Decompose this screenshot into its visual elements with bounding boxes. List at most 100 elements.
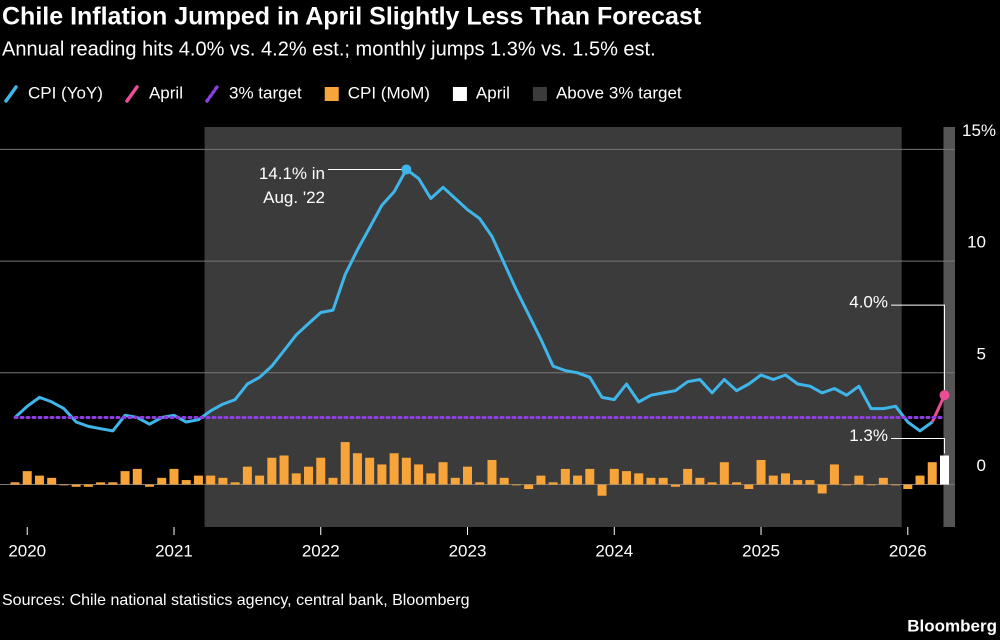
bar bbox=[842, 484, 852, 486]
bar bbox=[560, 468, 570, 485]
bar bbox=[279, 455, 289, 485]
bar bbox=[719, 462, 729, 485]
bar bbox=[793, 480, 803, 485]
bar bbox=[59, 484, 69, 486]
bar bbox=[756, 459, 766, 485]
bar bbox=[352, 453, 362, 485]
bar bbox=[71, 484, 81, 487]
legend-swatch bbox=[324, 87, 339, 101]
legend-swatch bbox=[452, 87, 467, 101]
bar bbox=[915, 475, 925, 485]
y-tick-label: 5 bbox=[977, 344, 986, 363]
bar bbox=[511, 484, 521, 486]
bar bbox=[744, 484, 754, 490]
source-note: Sources: Chile national statistics agenc… bbox=[2, 592, 470, 609]
legend-label: 3% target bbox=[229, 83, 302, 102]
bar bbox=[34, 475, 44, 485]
bar bbox=[181, 480, 191, 485]
annotation: 14.1% in bbox=[259, 164, 325, 183]
bar bbox=[805, 480, 815, 485]
x-tick-label: 2022 bbox=[302, 541, 340, 560]
x-tick-label: 2023 bbox=[449, 541, 487, 560]
plot: 0 5 10 15% 2020 2021 2022 2023 2024 2025 2026 4.0% 1… bbox=[8, 121, 996, 561]
plot-background bbox=[0, 127, 955, 527]
bar bbox=[438, 462, 448, 485]
bar bbox=[267, 457, 277, 485]
bar bbox=[450, 477, 460, 485]
bar bbox=[47, 477, 57, 485]
bar bbox=[927, 462, 937, 485]
bar bbox=[573, 475, 583, 485]
bar bbox=[487, 459, 497, 485]
bar bbox=[157, 477, 167, 485]
legend-label: Above 3% target bbox=[556, 83, 682, 102]
bar bbox=[463, 466, 473, 485]
legend-label: April bbox=[476, 83, 510, 102]
legend-swatch bbox=[205, 85, 219, 103]
bar bbox=[866, 484, 876, 486]
bar bbox=[585, 468, 595, 485]
legend-label: CPI (MoM) bbox=[348, 83, 430, 102]
bar bbox=[670, 484, 680, 487]
legend-swatch bbox=[532, 87, 547, 101]
x-tick-label: 2021 bbox=[155, 541, 193, 560]
x-tick-label: 2025 bbox=[742, 541, 780, 560]
bar bbox=[218, 477, 228, 485]
bar bbox=[891, 484, 901, 486]
bar bbox=[83, 484, 93, 487]
bar bbox=[878, 477, 888, 485]
bar bbox=[328, 477, 338, 485]
bar bbox=[340, 442, 350, 485]
label-connector bbox=[891, 304, 945, 391]
bar bbox=[475, 482, 485, 485]
bar bbox=[548, 482, 558, 485]
bar bbox=[707, 482, 717, 485]
bar bbox=[524, 484, 534, 490]
bar bbox=[389, 453, 399, 485]
x-tick-label: 2026 bbox=[889, 541, 927, 560]
latest-band bbox=[943, 127, 955, 527]
bar bbox=[304, 466, 314, 485]
x-tick-label: 2024 bbox=[595, 541, 633, 560]
bar bbox=[683, 468, 693, 485]
bar bbox=[242, 466, 252, 485]
bar bbox=[108, 482, 118, 485]
legend-swatch bbox=[4, 85, 18, 103]
bar bbox=[230, 482, 240, 485]
bar bbox=[193, 475, 203, 485]
label-connector bbox=[891, 437, 945, 454]
bar bbox=[634, 473, 644, 485]
bar bbox=[316, 457, 326, 485]
bar bbox=[426, 473, 436, 485]
x-tick-label: 2020 bbox=[8, 541, 46, 560]
y-tick-label: 0 bbox=[977, 456, 986, 475]
brand: Bloomberg bbox=[907, 616, 997, 635]
bar bbox=[169, 468, 179, 485]
bar bbox=[536, 475, 546, 485]
legend: CPI (YoY) April 3% target CPI (MoM) April Abo… bbox=[4, 83, 682, 103]
bar bbox=[622, 471, 631, 485]
value-label: 1.3% bbox=[849, 426, 888, 445]
y-tick-label: 10 bbox=[967, 233, 986, 252]
bar bbox=[10, 482, 20, 485]
end-dot bbox=[939, 390, 950, 401]
bar bbox=[206, 475, 216, 485]
bar bbox=[646, 477, 656, 485]
bar bbox=[499, 477, 509, 485]
bar bbox=[597, 484, 607, 496]
bar bbox=[291, 473, 301, 485]
y-tick-label: 15% bbox=[962, 121, 996, 140]
bar bbox=[768, 475, 778, 485]
bar bbox=[401, 457, 411, 485]
annotation: Aug. '22 bbox=[263, 188, 325, 207]
bar bbox=[365, 457, 375, 485]
bar bbox=[817, 484, 827, 494]
bar bbox=[903, 484, 913, 490]
value-label: 4.0% bbox=[849, 293, 888, 312]
peak-dot bbox=[401, 164, 412, 175]
bar bbox=[658, 477, 668, 485]
bar bbox=[132, 468, 142, 485]
bar bbox=[120, 471, 130, 485]
legend-label: CPI (YoY) bbox=[28, 83, 103, 102]
chart-subtitle: Annual reading hits 4.0% vs. 4.2% est.; … bbox=[2, 38, 656, 60]
